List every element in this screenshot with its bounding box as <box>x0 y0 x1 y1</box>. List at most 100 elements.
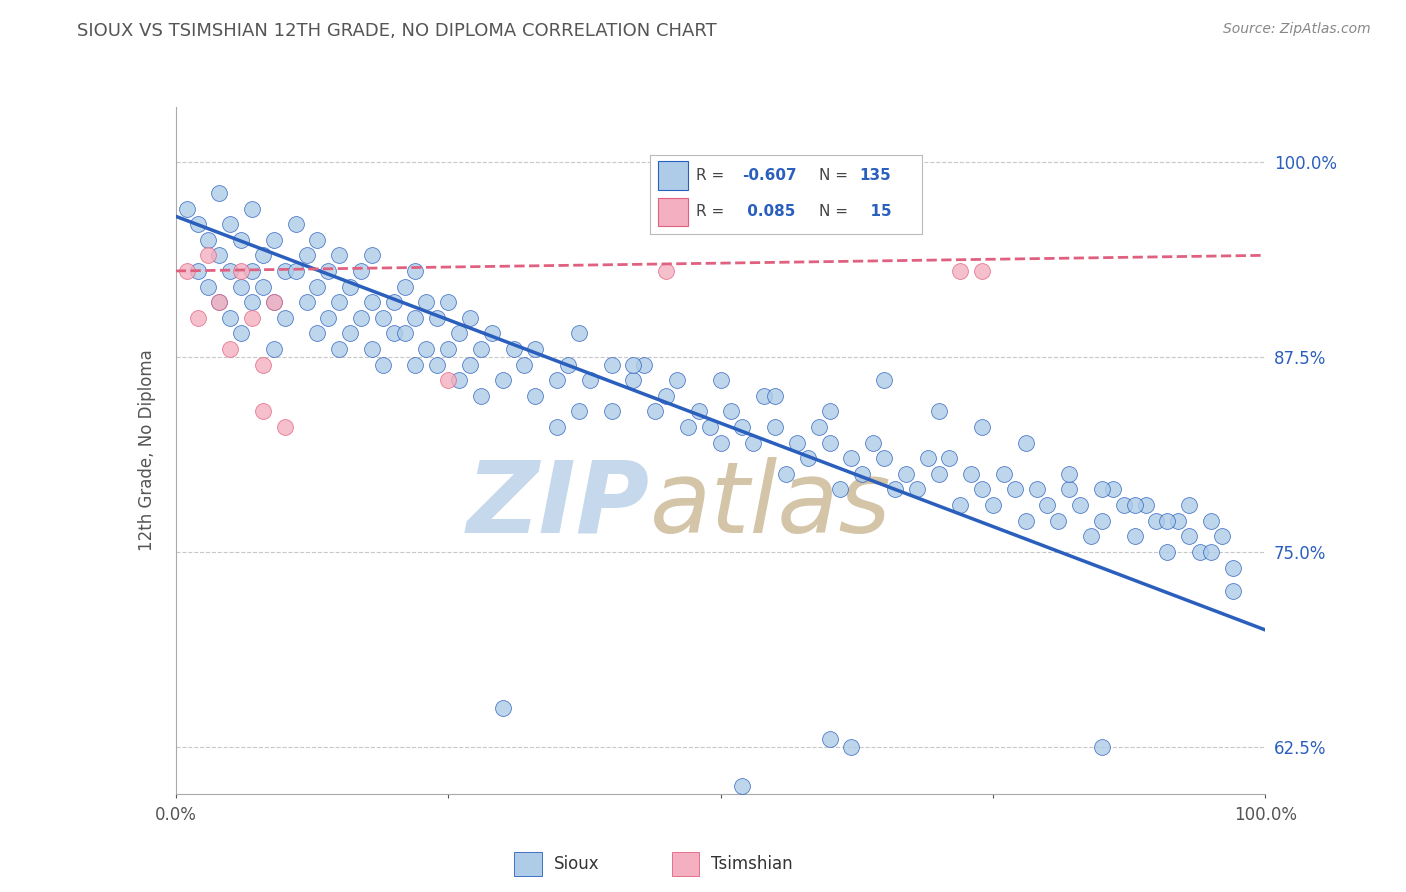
Point <box>231 326 253 341</box>
Point <box>186 217 209 231</box>
Bar <box>672 853 699 876</box>
Point <box>1102 483 1125 497</box>
Point <box>763 420 786 434</box>
Bar <box>658 198 688 227</box>
Text: SIOUX VS TSIMSHIAN 12TH GRADE, NO DIPLOMA CORRELATION CHART: SIOUX VS TSIMSHIAN 12TH GRADE, NO DIPLOM… <box>77 22 717 40</box>
Point <box>970 420 993 434</box>
Point <box>197 233 219 247</box>
Point <box>458 358 481 372</box>
Point <box>775 467 797 481</box>
Point <box>426 310 449 325</box>
Point <box>295 295 318 310</box>
Point <box>568 404 591 418</box>
Point <box>1156 514 1178 528</box>
Point <box>655 389 678 403</box>
Point <box>1080 529 1102 543</box>
Point <box>186 310 209 325</box>
Point <box>437 342 460 356</box>
Point <box>437 373 460 387</box>
Point <box>307 233 329 247</box>
Point <box>437 295 460 310</box>
Point <box>231 233 253 247</box>
Point <box>328 295 350 310</box>
Point <box>219 217 242 231</box>
Point <box>360 342 382 356</box>
Point <box>328 248 350 262</box>
Point <box>546 420 568 434</box>
Bar <box>658 161 688 190</box>
Point <box>382 295 405 310</box>
Point <box>710 373 733 387</box>
Point <box>1025 483 1047 497</box>
Point <box>830 483 852 497</box>
Point <box>818 404 841 418</box>
Point <box>754 389 776 403</box>
Point <box>263 233 285 247</box>
Point <box>1015 435 1038 450</box>
Point <box>447 373 470 387</box>
Point <box>938 451 960 466</box>
Point <box>186 264 209 278</box>
Point <box>841 451 863 466</box>
Point <box>274 420 297 434</box>
Point <box>1091 483 1114 497</box>
Text: ZIP: ZIP <box>467 457 650 554</box>
Point <box>231 279 253 293</box>
Point <box>894 467 917 481</box>
Point <box>524 389 547 403</box>
Point <box>176 202 198 216</box>
Point <box>970 264 993 278</box>
Point <box>851 467 873 481</box>
Point <box>1135 498 1157 512</box>
Point <box>600 358 623 372</box>
Point <box>307 279 329 293</box>
Point <box>1091 739 1114 754</box>
Point <box>252 248 274 262</box>
Point <box>318 264 340 278</box>
Point <box>274 310 297 325</box>
Text: R =: R = <box>696 169 724 183</box>
Point <box>360 295 382 310</box>
Point <box>1047 514 1070 528</box>
Point <box>796 451 818 466</box>
Point <box>699 420 721 434</box>
Point <box>263 342 285 356</box>
Y-axis label: 12th Grade, No Diploma: 12th Grade, No Diploma <box>138 350 156 551</box>
Point <box>350 310 373 325</box>
Point <box>1004 483 1026 497</box>
Point <box>1057 467 1080 481</box>
Point <box>970 483 993 497</box>
Point <box>633 358 655 372</box>
Point <box>492 373 515 387</box>
Point <box>710 435 733 450</box>
Point <box>1069 498 1091 512</box>
Point <box>1091 514 1114 528</box>
Point <box>350 264 373 278</box>
Point <box>1199 545 1222 559</box>
Point <box>873 373 896 387</box>
Point <box>873 451 896 466</box>
Point <box>742 435 765 450</box>
Point <box>666 373 689 387</box>
Point <box>240 264 263 278</box>
Point <box>731 420 754 434</box>
Point <box>841 739 863 754</box>
Point <box>1222 583 1244 598</box>
Point <box>644 404 666 418</box>
Point <box>307 326 329 341</box>
Point <box>470 389 492 403</box>
Point <box>405 264 427 278</box>
Point <box>949 498 972 512</box>
Point <box>219 264 242 278</box>
Point <box>568 326 591 341</box>
Point <box>240 202 263 216</box>
Text: -0.607: -0.607 <box>742 169 797 183</box>
Point <box>252 404 274 418</box>
Point <box>371 358 394 372</box>
Point <box>405 310 427 325</box>
Point <box>1167 514 1189 528</box>
Point <box>252 358 274 372</box>
Point <box>1015 514 1038 528</box>
Point <box>1036 498 1059 512</box>
Point <box>917 451 939 466</box>
